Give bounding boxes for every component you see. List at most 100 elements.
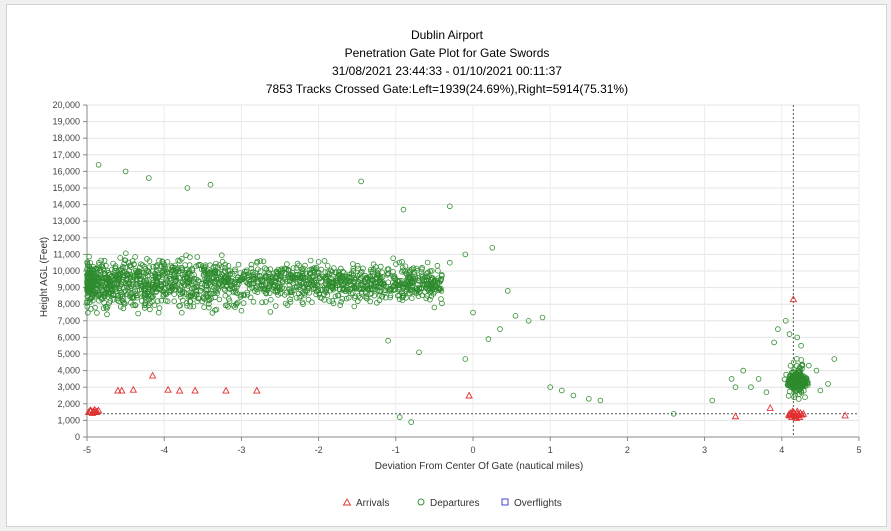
penetration-gate-chart: Dublin Airport Penetration Gate Plot for… [39,28,862,509]
departure-point [294,260,301,267]
departure-point [139,269,145,276]
departure-point [226,298,233,304]
departure-point [427,268,433,274]
departure-point [151,302,158,309]
departure-point [396,296,403,303]
departure-point [407,267,413,273]
departure-point [217,274,224,280]
departure-point [208,275,215,282]
departure-point [438,271,445,278]
x-tick-label: 3 [702,445,707,455]
x-tick-labels: -5 -4 -3 -2 -1 0 1 2 3 4 5 [83,445,862,455]
departure-point [732,384,739,391]
departure-point [178,264,184,271]
departure-point [88,286,94,293]
departure-point [260,258,267,265]
series-arrivals [84,295,849,421]
departure-point [547,384,553,391]
departure-point [214,290,221,296]
arrival-point [148,371,157,379]
departure-point [287,296,293,303]
departure-point [340,281,347,288]
departure-point [108,286,114,293]
departure-point [283,266,290,273]
departure-point [111,292,117,299]
departure-point [84,303,91,310]
departure-point [250,298,257,305]
departure-point [794,334,800,341]
departure-point [88,284,95,290]
departure-point [392,286,399,293]
departure-point [149,298,155,305]
departure-point [103,305,110,312]
x-tick-label: -2 [315,445,323,455]
departure-point [106,300,113,306]
departure-point [353,283,360,290]
departure-point [184,274,190,281]
departure-point [156,274,162,280]
departure-point [122,257,128,263]
departure-point [133,272,140,279]
departure-point [273,275,280,282]
departure-point [187,298,193,305]
departure-point [316,275,323,282]
departure-point [670,410,677,417]
departure-point [179,279,186,286]
departure-point [792,378,799,385]
departure-point [358,178,364,185]
departure-point [326,275,333,281]
departure-point [187,293,194,300]
departure-point [332,293,339,300]
departure-point [385,337,391,344]
departure-point [201,304,207,311]
departure-point [787,362,794,369]
departure-point [246,281,253,288]
y-tick-label: 18,000 [52,133,80,143]
departure-point [207,281,214,288]
departure-point [89,276,95,283]
departure-point [439,300,445,307]
arrival-point [175,386,184,394]
departure-point [200,295,207,301]
departure-point [272,303,279,309]
departure-point [296,290,302,297]
arrival-point [766,404,774,411]
departure-point [301,275,308,281]
departure-point [798,388,804,394]
departure-point [205,287,212,293]
departure-point [337,275,343,281]
departure-point [102,290,108,296]
departure-point [233,301,239,308]
departure-point [86,253,92,260]
departure-point [192,290,198,297]
departure-point [797,365,803,372]
departure-point [263,275,269,281]
departure-point [337,302,344,308]
departure-point [364,281,371,288]
departure-point [120,297,126,304]
departure-point [160,265,167,271]
departure-point [155,309,162,316]
y-tick-label: 17,000 [52,150,80,160]
departure-point [154,298,161,304]
departure-point [185,271,191,277]
departure-point [307,257,314,264]
departure-point [337,272,343,278]
departure-point [377,263,384,270]
departure-point [748,384,754,391]
y-tick-label: 11,000 [53,249,80,259]
departure-point [250,271,257,278]
departure-point [125,259,132,266]
arrival-point [90,408,99,416]
title-line-3: 31/08/2021 23:44:33 - 01/10/2021 00:11:3… [332,64,562,78]
departure-point [403,288,410,294]
departure-point [398,281,405,287]
departure-point [336,286,343,292]
departure-point [284,261,290,267]
title-line-4: 7853 Tracks Crossed Gate:Left=1939(24.69… [266,82,628,96]
departure-point [176,303,182,309]
departure-point [315,259,322,265]
departure-point [462,251,469,258]
departure-point [314,281,320,288]
departure-point [84,299,90,306]
